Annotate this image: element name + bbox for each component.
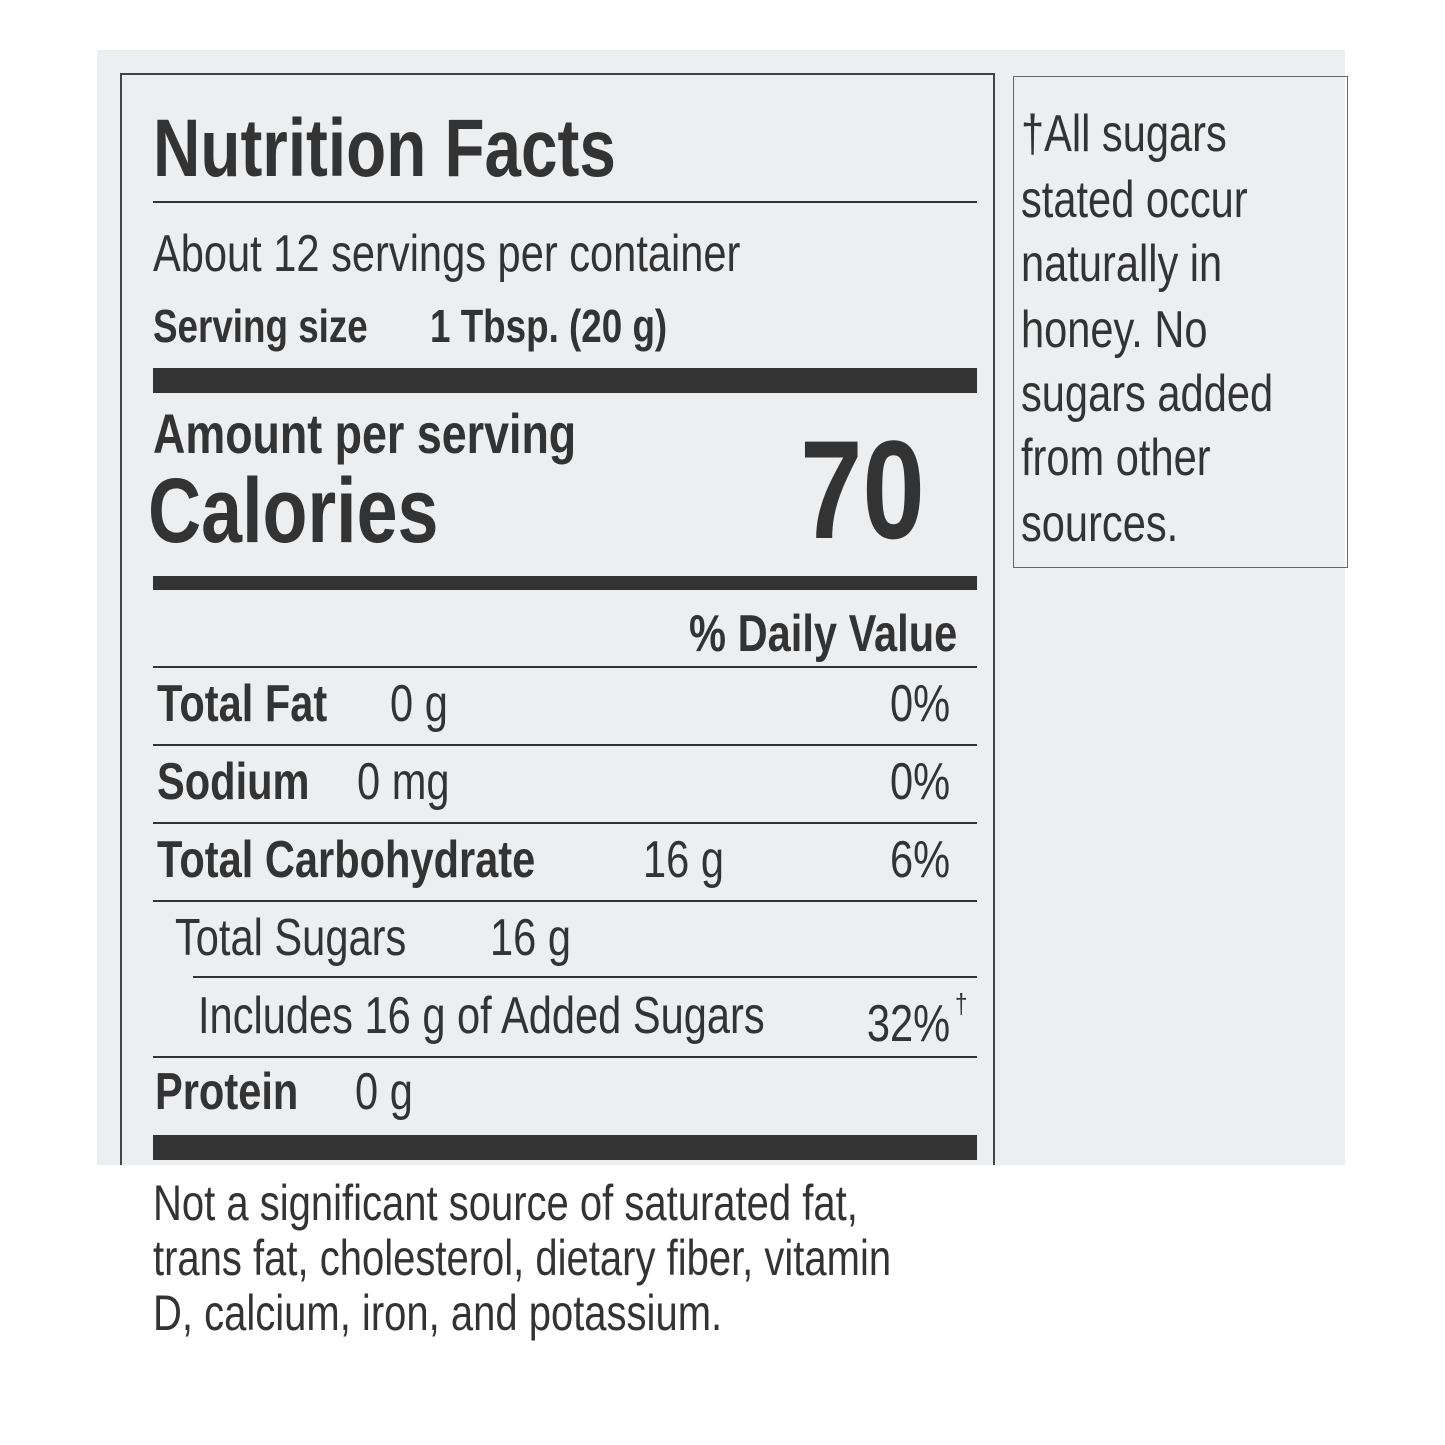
nutrient-name: Protein [155,1063,299,1121]
nutrient-name: Total Carbohydrate [157,831,536,889]
divider [193,976,977,978]
title: Nutrition Facts [153,103,616,194]
side-note-line: stated occur [1021,171,1248,229]
nutrient-name: Total Fat [157,675,328,733]
amount-per-serving: Amount per serving [153,402,577,465]
label-background [97,50,1345,1165]
nutrient-dv: 0% [889,675,950,733]
divider [153,201,977,203]
side-note-line: from other [1021,429,1211,487]
dagger-mark: † [955,988,968,1019]
nutrient-amount: 0 g [390,675,448,733]
nutrient-dv: 32% [866,995,950,1053]
divider [153,666,977,668]
nutrient-name: Includes 16 g of Added Sugars [198,987,765,1045]
nutrient-amount: 16 g [490,909,571,967]
divider [153,822,977,824]
sugar-note-box [1013,76,1348,568]
nutrition-facts-panel [120,73,995,1165]
calories-value: 70 [800,411,925,568]
side-note-line: naturally in [1021,235,1223,293]
nutrient-name: Total Sugars [175,909,407,967]
side-note-line: sugars added [1021,365,1274,423]
nutrient-dv: 0% [889,753,950,811]
serving-size-label: Serving size [153,300,368,352]
nutrient-name: Sodium [157,753,310,811]
medium-divider [153,576,977,590]
thick-divider [153,368,977,393]
side-note-line: sources. [1021,495,1179,553]
nutrient-amount: 0 g [355,1063,413,1121]
nutrient-amount: 16 g [643,831,724,889]
side-note-line: †All sugars [1021,105,1227,163]
nutrient-amount: 0 mg [357,753,450,811]
footnote-line: trans fat, cholesterol, dietary fiber, v… [153,1230,892,1286]
serving-size-value: 1 Tbsp. (20 g) [430,300,668,352]
divider [153,900,977,902]
side-note-line: honey. No [1021,301,1208,359]
nutrient-dv: 6% [889,831,950,889]
divider [153,744,977,746]
footnote-line: Not a significant source of saturated fa… [153,1175,858,1231]
calories-label: Calories [148,460,439,562]
footnote-line: D, calcium, iron, and potassium. [153,1285,723,1341]
servings-per-container: About 12 servings per container [153,225,741,283]
thick-divider [153,1135,977,1160]
divider [153,1056,977,1058]
daily-value-header: % Daily Value [688,605,957,663]
